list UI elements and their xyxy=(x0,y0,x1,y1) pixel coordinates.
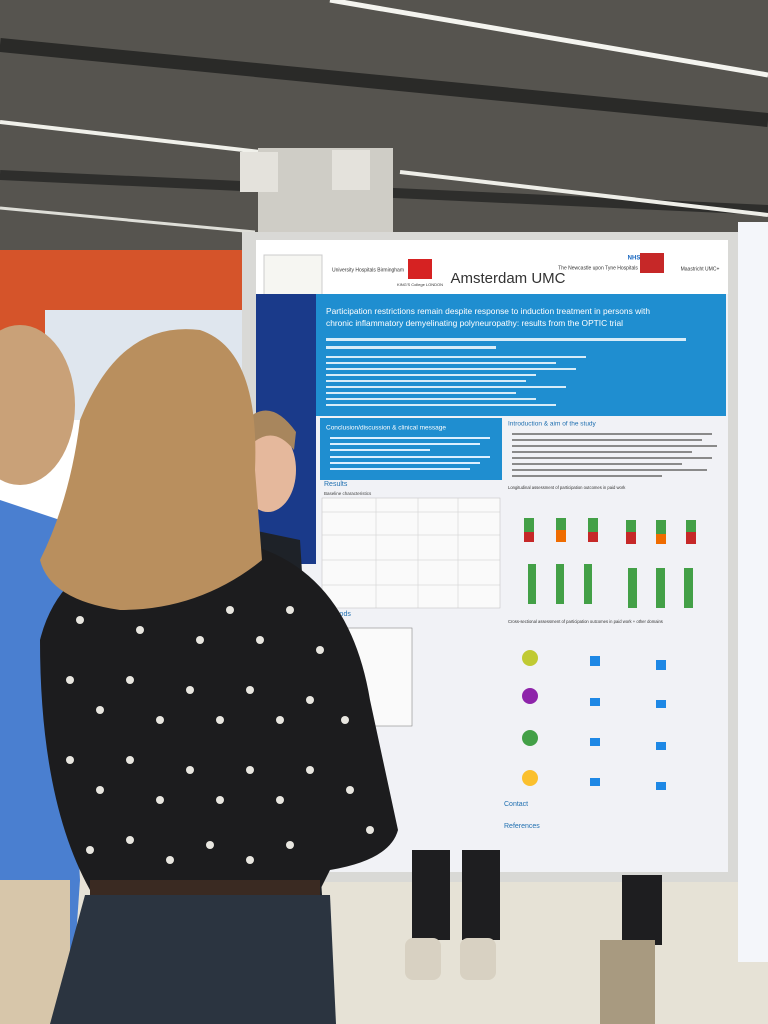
section-heading: References xyxy=(504,823,540,830)
ceiling-light xyxy=(0,206,256,234)
logo-box xyxy=(263,254,323,298)
section-heading: Longitudinal assessment of participation… xyxy=(508,485,626,490)
logo: University Hospitals Birmingham xyxy=(332,267,404,273)
table xyxy=(321,497,501,609)
ceiling-light xyxy=(399,170,768,217)
section-heading: Conclusion/discussion & clinical message xyxy=(326,425,446,432)
ceiling-light xyxy=(329,0,768,78)
beam xyxy=(0,38,768,127)
ceiling-light xyxy=(0,120,261,154)
legs xyxy=(622,875,662,945)
legs xyxy=(412,850,450,940)
logo: Maastricht UMC+ xyxy=(681,266,720,272)
section-heading: Baseline characteristics xyxy=(324,491,372,496)
logo: Amsterdam UMC xyxy=(450,270,565,287)
author-lines xyxy=(326,338,686,406)
title-band xyxy=(316,294,726,416)
section-heading: Results xyxy=(324,481,348,488)
boot xyxy=(600,940,655,1024)
shoe xyxy=(405,938,441,980)
logo: The Newcastle upon Tyne Hospitals xyxy=(558,265,638,271)
person-hair xyxy=(0,325,75,485)
adjacent-poster xyxy=(738,222,768,962)
section-heading: Introduction & aim of the study xyxy=(508,421,597,428)
jeans xyxy=(50,895,336,1024)
logo: KING'S College LONDON xyxy=(397,282,443,287)
section-heading: Cross-sectional assessment of participat… xyxy=(508,619,663,624)
hair xyxy=(40,329,262,610)
intro-lines xyxy=(512,433,717,477)
blouse-pattern xyxy=(66,596,374,864)
logo: NHS xyxy=(628,256,641,262)
logo-mark xyxy=(408,259,432,279)
pillar-box xyxy=(332,150,370,190)
pillar-box xyxy=(240,152,278,192)
legs xyxy=(462,850,500,940)
logo-mark xyxy=(640,253,664,273)
poster-title: chronic inflammatory demyelinating polyn… xyxy=(326,318,623,328)
shoe xyxy=(460,938,496,980)
conclusion-lines xyxy=(330,437,490,470)
table-lines xyxy=(322,498,500,608)
poster-mini-charts xyxy=(522,518,696,790)
poster-title: Participation restrictions remain despit… xyxy=(326,306,650,316)
section-heading: Contact xyxy=(504,801,528,808)
